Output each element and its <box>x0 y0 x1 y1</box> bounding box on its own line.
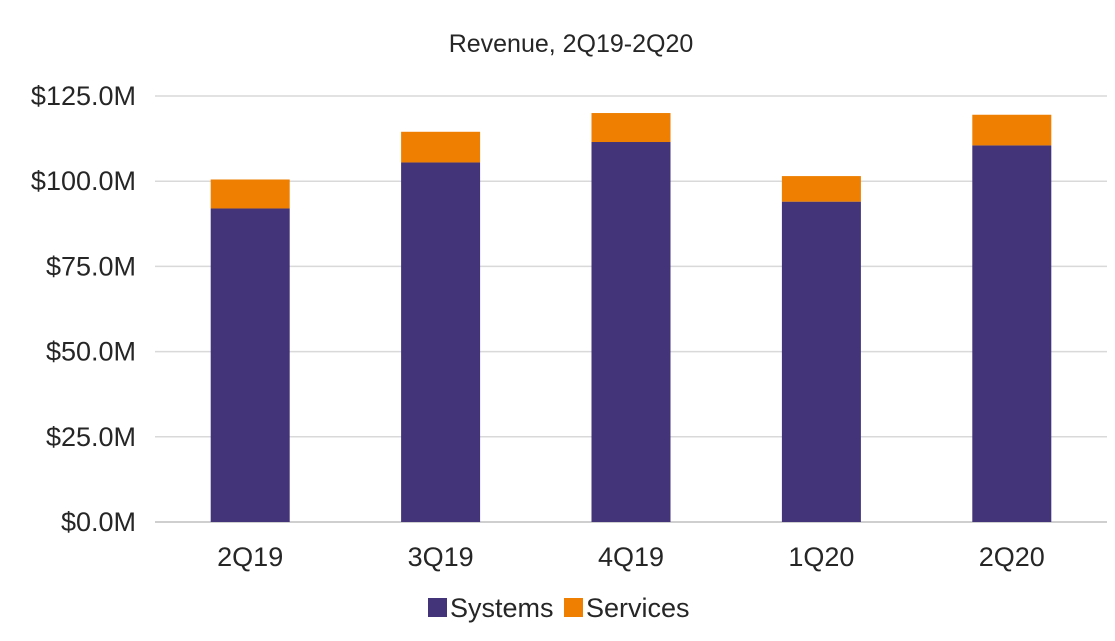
bar-services-4q19 <box>591 113 671 143</box>
y-tick-label: $125.0M <box>31 81 136 111</box>
y-tick-label: $75.0M <box>46 251 136 281</box>
x-tick-label: 2Q20 <box>979 542 1045 572</box>
y-axis-ticks: $0.0M $25.0M $50.0M $75.0M $100.0M $125.0M <box>31 81 136 537</box>
bar-services-3q19 <box>401 131 481 163</box>
x-tick-label: 4Q19 <box>598 542 664 572</box>
x-tick-label: 2Q19 <box>217 542 283 572</box>
bars <box>210 113 1052 523</box>
bar-systems-2q20 <box>972 145 1052 522</box>
bar-systems-3q19 <box>401 162 481 522</box>
y-tick-label: $50.0M <box>46 337 136 367</box>
bar-services-2q20 <box>972 114 1052 146</box>
bar-systems-4q19 <box>591 142 671 522</box>
x-tick-label: 1Q20 <box>788 542 854 572</box>
x-axis-ticks: 2Q19 3Q19 4Q19 1Q20 2Q20 <box>217 542 1045 572</box>
bar-services-1q20 <box>781 176 861 202</box>
y-tick-label: $25.0M <box>46 422 136 452</box>
legend-label-services: Services <box>586 593 690 623</box>
legend-swatch-services <box>564 598 583 617</box>
chart-title: Revenue, 2Q19-2Q20 <box>449 30 694 58</box>
bar-services-2q19 <box>210 179 290 209</box>
bar-systems-1q20 <box>781 201 861 522</box>
y-tick-label: $100.0M <box>31 166 136 196</box>
x-tick-label: 3Q19 <box>408 542 474 572</box>
legend-label-systems: Systems <box>450 593 554 623</box>
legend-swatch-systems <box>428 598 447 617</box>
legend: Systems Services <box>428 593 690 623</box>
bar-systems-2q19 <box>210 208 290 523</box>
y-tick-label: $0.0M <box>61 507 136 537</box>
